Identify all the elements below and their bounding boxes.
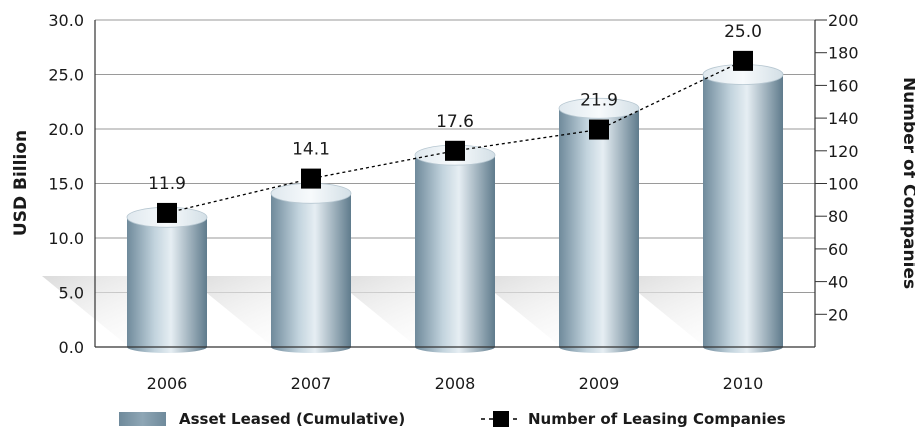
company-count-marker bbox=[733, 50, 753, 71]
legend-line-label: Number of Leasing Companies bbox=[528, 410, 786, 427]
category-label: 2009 bbox=[579, 374, 620, 393]
bar bbox=[414, 144, 496, 353]
left-axis-title: USD Billion bbox=[11, 130, 31, 236]
company-count-marker bbox=[301, 168, 321, 189]
legend: Asset Leased (Cumulative) Number of Leas… bbox=[119, 410, 786, 427]
right-tick-label: 120 bbox=[828, 142, 859, 161]
bar bbox=[270, 182, 352, 353]
company-count-marker bbox=[157, 202, 177, 223]
right-tick-label: 200 bbox=[828, 11, 859, 30]
company-count-marker bbox=[445, 140, 465, 161]
category-labels: 2006 2007 2008 2009 2010 bbox=[147, 374, 764, 393]
category-label: 2007 bbox=[291, 374, 332, 393]
category-label: 2008 bbox=[435, 374, 476, 393]
left-tick-label: 25.0 bbox=[48, 66, 84, 85]
bar-top bbox=[558, 97, 640, 119]
data-label: 14.1 bbox=[292, 140, 330, 160]
bar-body bbox=[127, 217, 207, 353]
data-label: 21.9 bbox=[580, 91, 618, 111]
category-label: 2010 bbox=[723, 374, 764, 393]
bar-body bbox=[415, 155, 495, 353]
left-tick-label: 10.0 bbox=[48, 229, 84, 248]
bar-body bbox=[703, 74, 783, 353]
left-tick-label: 30.0 bbox=[48, 11, 84, 30]
right-tick-label: 40 bbox=[828, 273, 848, 292]
right-tick-label: 140 bbox=[828, 109, 859, 128]
bars bbox=[126, 64, 784, 353]
legend-bar-label: Asset Leased (Cumulative) bbox=[179, 410, 405, 427]
right-tick-label: 100 bbox=[828, 175, 859, 194]
right-tick-label: 80 bbox=[828, 207, 848, 226]
left-tick-label: 15.0 bbox=[48, 175, 84, 194]
data-labels: 11.9 14.1 17.6 21.9 25.0 bbox=[148, 22, 762, 194]
right-axis-title: Number of Companies bbox=[899, 77, 915, 289]
right-tick-label: 60 bbox=[828, 240, 848, 259]
left-tick-label: 5.0 bbox=[59, 284, 84, 303]
legend-bar-swatch bbox=[119, 412, 166, 426]
legend-marker-swatch bbox=[493, 411, 509, 427]
bar bbox=[702, 64, 784, 353]
data-label: 17.6 bbox=[436, 112, 474, 132]
bar-body bbox=[271, 193, 351, 353]
category-label: 2006 bbox=[147, 374, 188, 393]
company-count-line bbox=[157, 50, 753, 223]
left-tick-label: 20.0 bbox=[48, 120, 84, 139]
company-count-marker bbox=[589, 119, 609, 140]
bar-body bbox=[559, 108, 639, 353]
data-label: 11.9 bbox=[148, 174, 186, 194]
left-axis-ticks: 0.0 5.0 10.0 15.0 20.0 25.0 30.0 bbox=[48, 11, 84, 357]
right-tick-label: 20 bbox=[828, 305, 848, 324]
bar bbox=[126, 206, 208, 353]
bar bbox=[558, 97, 640, 353]
right-tick-label: 180 bbox=[828, 44, 859, 63]
left-tick-label: 0.0 bbox=[59, 338, 84, 357]
data-label: 25.0 bbox=[724, 22, 762, 42]
right-axis-ticks: 20 40 60 80 100 120 140 160 180 200 bbox=[815, 11, 859, 324]
right-tick-label: 160 bbox=[828, 76, 859, 95]
